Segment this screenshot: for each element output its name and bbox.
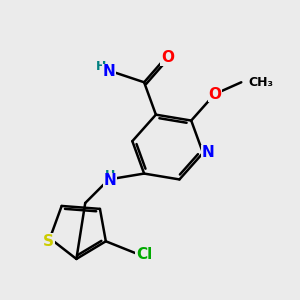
Text: Cl: Cl — [136, 247, 152, 262]
Text: N: N — [104, 173, 117, 188]
Text: CH₃: CH₃ — [249, 76, 274, 89]
Text: O: O — [208, 87, 221, 102]
Text: O: O — [161, 50, 174, 65]
Text: N: N — [202, 146, 215, 160]
Text: H: H — [105, 169, 116, 182]
Text: H: H — [96, 60, 106, 73]
Text: S: S — [43, 234, 54, 249]
Text: N: N — [102, 64, 115, 80]
